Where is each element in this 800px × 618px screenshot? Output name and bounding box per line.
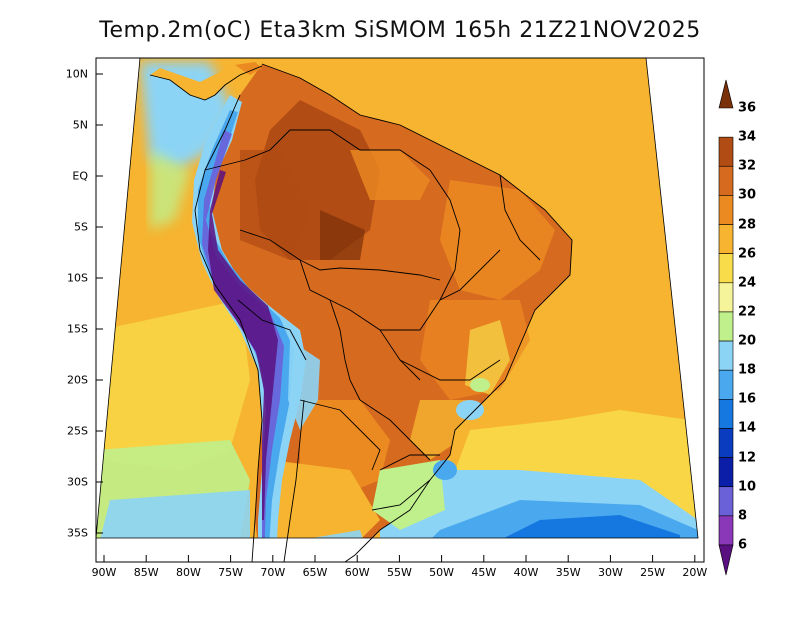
lat-tick-label: 25S xyxy=(67,424,88,438)
lat-tick-label: 5S xyxy=(74,220,88,234)
highland-cool-patches xyxy=(433,378,490,480)
colorbar-swatch xyxy=(718,165,734,196)
colorbar-swatch xyxy=(718,136,734,167)
lon-tick-label: 35W xyxy=(555,566,581,579)
lon-tick-marks xyxy=(103,555,696,562)
colorbar-tick-label: 28 xyxy=(738,217,757,233)
colorbar-tick-label: 36 xyxy=(738,100,757,116)
lat-tick-label: 10N xyxy=(65,67,88,81)
lon-tick-label: 55W xyxy=(386,566,412,579)
colorbar-tick-label: 34 xyxy=(738,129,757,145)
lat-tick-label: EQ xyxy=(72,169,88,183)
lon-tick-label: 20W xyxy=(682,566,708,579)
ocean-temperature-field xyxy=(96,62,698,538)
lat-tick-label: 20S xyxy=(67,373,88,387)
colorbar-tick-label: 18 xyxy=(738,362,757,378)
colorbar-swatch xyxy=(718,515,734,546)
colorbar-tick-label: 20 xyxy=(738,333,757,349)
colorbar-swatch xyxy=(718,79,734,109)
coastlines-borders xyxy=(149,63,573,563)
lon-tick-label: 70W xyxy=(260,566,286,579)
colorbar-swatch xyxy=(718,369,734,400)
colorbar-tick-label: 14 xyxy=(738,420,757,436)
lon-tick-label: 90W xyxy=(91,566,117,579)
lat-tick-label: 35S xyxy=(67,526,88,540)
lon-tick-label: 80W xyxy=(175,566,201,579)
lat-tick-label: 10S xyxy=(67,271,88,285)
colorbar-swatch xyxy=(718,428,734,458)
colorbar-tick-label: 26 xyxy=(738,246,757,262)
lat-tick-label: 15S xyxy=(67,322,88,336)
lon-tick-label: 85W xyxy=(133,566,159,579)
colorbar-tick-label: 10 xyxy=(738,479,757,495)
colorbar-tick-label: 12 xyxy=(738,450,757,466)
colorbar-swatch xyxy=(718,282,734,313)
colorbar-swatch xyxy=(718,340,734,371)
colorbar-swatch xyxy=(718,457,734,488)
colorbar-swatch xyxy=(718,544,734,576)
lon-tick-label: 40W xyxy=(513,566,539,579)
lat-tick-marks xyxy=(96,73,103,534)
colorbar-swatch xyxy=(718,399,734,429)
colorbar-swatch xyxy=(718,224,734,254)
lon-tick-label: 50W xyxy=(429,566,455,579)
colorbar-tick-label: 8 xyxy=(738,508,748,524)
map-axes xyxy=(95,57,705,563)
map-title: Temp.2m(oC) Eta3km SiSMOM 165h 21Z21NOV2… xyxy=(99,18,701,43)
lon-tick-label: 75W xyxy=(218,566,244,579)
colorbar-tick-label: 30 xyxy=(738,187,757,203)
colorbar-swatch xyxy=(718,311,734,342)
lon-tick-label: 45W xyxy=(471,566,497,579)
lon-tick-label: 60W xyxy=(344,566,370,579)
colorbar-swatch xyxy=(718,486,734,517)
colorbar-swatch xyxy=(718,195,734,225)
caribbean-land xyxy=(150,62,262,100)
lon-tick-label: 25W xyxy=(640,566,666,579)
colorbar-tick-label: 32 xyxy=(738,158,757,174)
colorbar-tick-label: 24 xyxy=(738,275,757,291)
lat-tick-label: 30S xyxy=(67,475,88,489)
lat-tick-label: 5N xyxy=(72,118,88,132)
colorbar-swatch xyxy=(718,253,734,284)
lon-tick-label: 65W xyxy=(302,566,328,579)
domain-shading xyxy=(95,57,699,539)
colorbar-tick-label: 16 xyxy=(738,391,757,407)
colorbar-tick-label: 22 xyxy=(738,304,757,320)
andes-cold-band xyxy=(192,95,320,538)
lon-tick-label: 30W xyxy=(597,566,623,579)
colorbar-tick-label: 6 xyxy=(738,537,748,553)
colorbar xyxy=(718,79,734,576)
